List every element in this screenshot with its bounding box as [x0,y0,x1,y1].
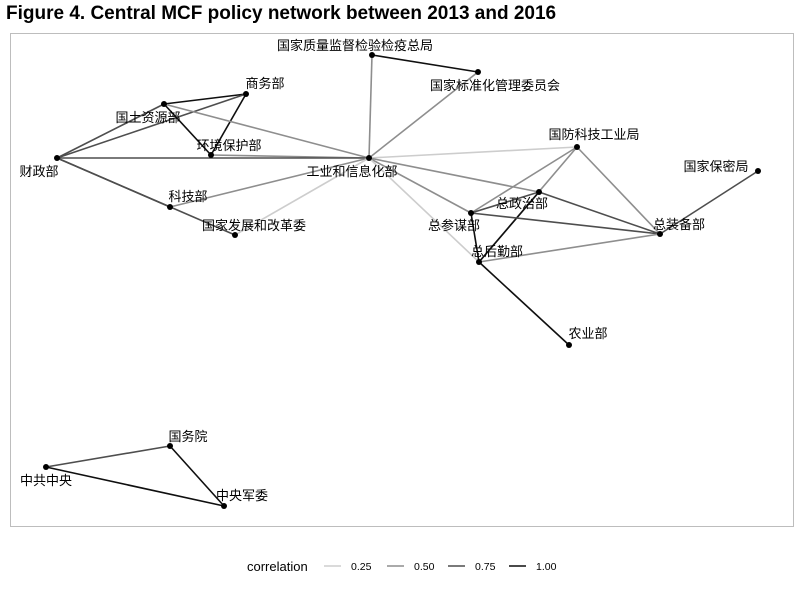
node-label-fgw: 国家发展和改革委 [202,218,306,234]
edge-gtzy-gyxx [163,103,370,159]
node-zcmb [468,210,474,216]
node-label-zzb: 总政治部 [496,197,548,212]
node-layer [43,52,761,509]
edge-zcmb-zhqb [470,212,480,263]
legend-label-3: 1.00 [536,561,557,573]
node-czb [54,155,60,161]
node-kjb [167,204,173,210]
node-label-kjb: 科技部 [168,190,207,205]
node-bzh [475,69,481,75]
edge-czb-fgw [56,157,236,236]
node-zzbb [657,231,663,237]
edge-gyxx-zzb [368,157,540,193]
node-label-hjbh: 环境保护部 [196,139,261,154]
edge-zgzy-zyjw [45,466,225,507]
node-label-zyjw: 中央军委 [216,489,268,504]
node-zgzy [43,464,49,470]
edge-gwy-zyjw [169,445,225,507]
node-zzb [536,189,542,195]
legend-label-2: 0.75 [475,561,496,573]
edge-swb-hjbh [210,93,247,156]
node-gwy [167,443,173,449]
edge-zzb-zzbb [538,191,661,235]
node-label-bmj: 国家保密局 [683,159,748,175]
node-label-gtzy: 国土资源部 [115,111,180,126]
node-zljd [369,52,375,58]
edge-swb-czb [56,93,247,159]
legend: correlation 0.25 0.50 0.75 1.00 [247,559,557,574]
edge-zljd-bzh [371,54,479,73]
figure-title: Figure 4. Central MCF policy network bet… [6,3,557,24]
node-swb [243,91,249,97]
node-hjbh [208,152,214,158]
legend-label-0: 0.25 [351,561,372,573]
node-zhqb [476,259,482,265]
edge-bmj-zzbb [659,170,759,235]
edge-kjb-gyxx [169,157,370,208]
edge-gtzy-czb [56,103,165,159]
edge-zzb-zhqb [478,191,540,263]
edge-fgw-gyxx [234,157,370,236]
node-zyjw [221,503,227,509]
edge-zzb-zcmb [470,191,540,214]
node-label-zgzy: 中共中央 [20,474,72,489]
node-gfkj [574,144,580,150]
edge-swb-gtzy [163,93,247,105]
edge-gyxx-gfkj [368,146,578,159]
edge-gwy-zgzy [45,445,171,468]
legend-title: correlation [247,559,308,574]
node-label-zhqb: 总后勤部 [471,245,523,260]
legend-label-1: 0.50 [414,561,435,573]
edge-layer [45,54,759,507]
edge-zljd-gyxx [368,54,373,159]
node-bmj [755,168,761,174]
node-label-zcmb: 总参谋部 [428,218,480,234]
edge-gfkj-zcmb [470,146,578,214]
node-label-nyb: 农业部 [568,327,607,342]
edge-gfkj-zzbb [576,146,661,235]
edge-gyxx-zhqb [368,157,480,263]
node-label-czb: 财政部 [19,165,58,180]
node-label-bzh: 国家标准化管理委员会 [430,78,560,94]
node-label-zljd: 国家质量监督检验检疫总局 [277,38,433,54]
node-label-gyxx: 工业和信息化部 [306,164,397,180]
node-gyxx [366,155,372,161]
node-nyb [566,342,572,348]
edge-zhqb-nyb [478,261,570,346]
node-label-gwy: 国务院 [168,429,207,445]
edge-zcmb-zzbb [470,212,661,235]
node-fgw [232,232,238,238]
node-label-swb: 商务部 [245,76,284,92]
edge-gyxx-zcmb [368,157,472,214]
node-label-zzbb: 总装备部 [653,217,705,233]
edge-zhqb-zzbb [478,233,661,263]
edge-gtzy-hjbh [163,103,212,156]
edge-bzh-gyxx [368,71,479,159]
node-label-gfkj: 国防科技工业局 [548,127,639,143]
node-gtzy [161,101,167,107]
